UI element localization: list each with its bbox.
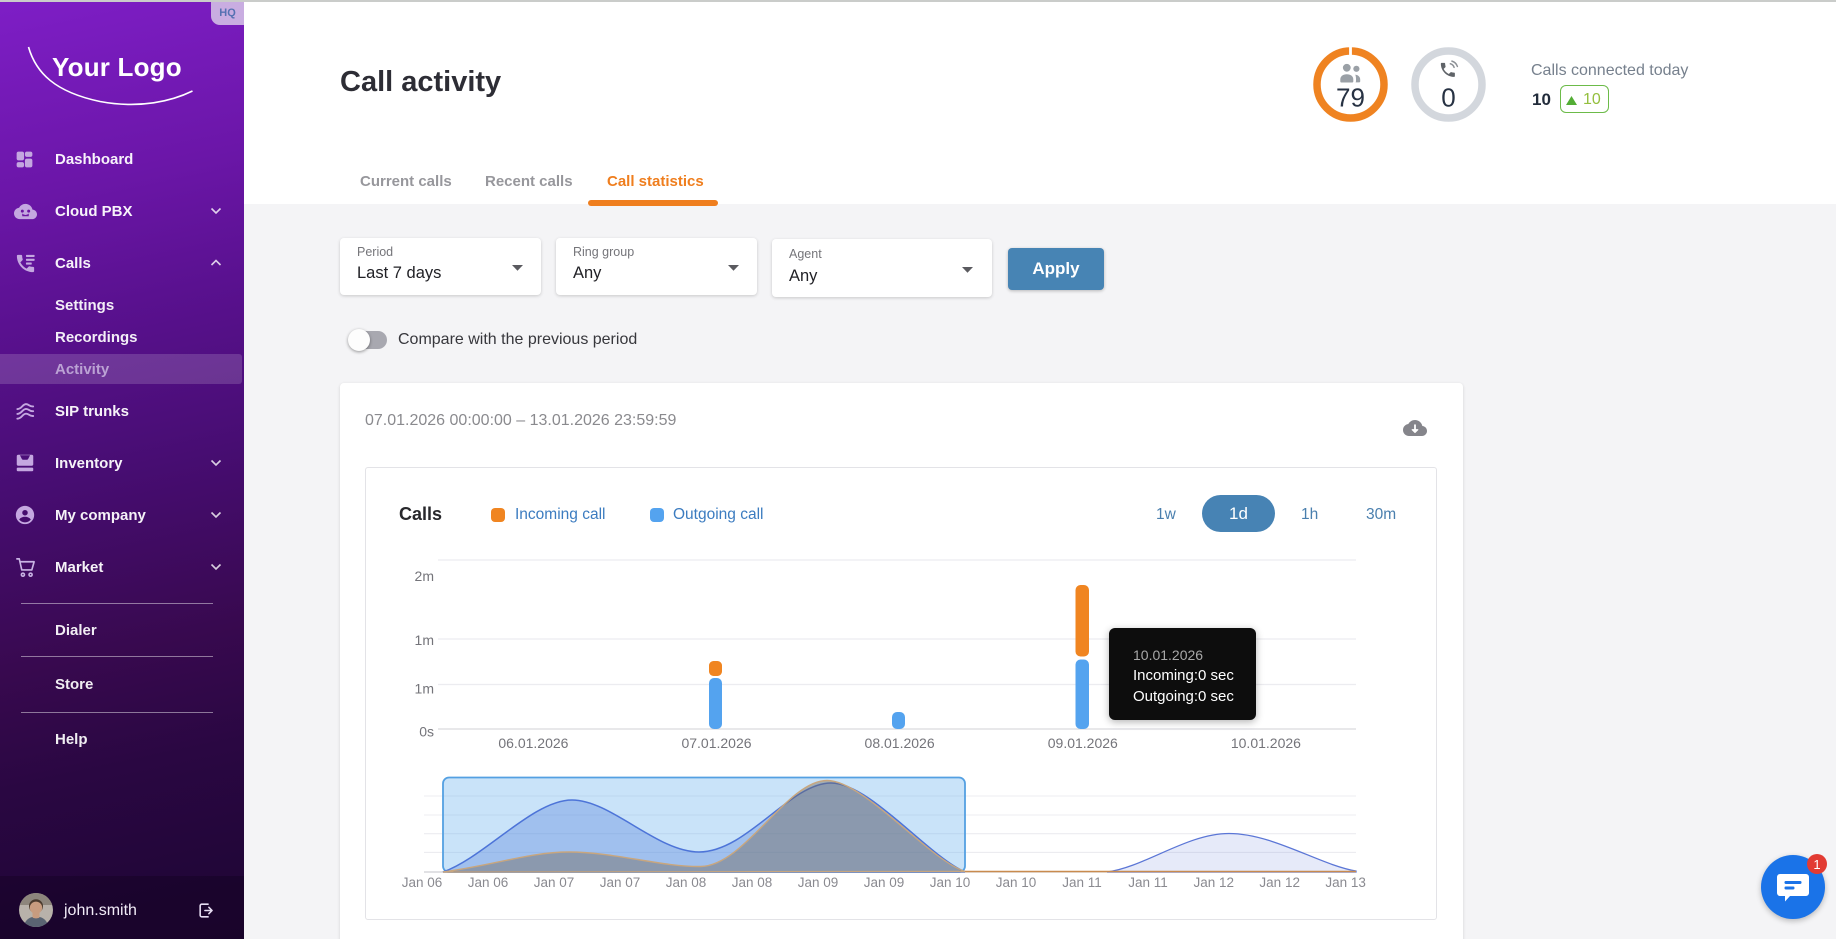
svg-text:1m: 1m <box>415 632 434 648</box>
svg-text:Jan 09: Jan 09 <box>798 875 839 890</box>
svg-text:08.01.2026: 08.01.2026 <box>865 735 935 751</box>
svg-text:Jan 13: Jan 13 <box>1325 875 1366 890</box>
svg-text:06.01.2026: 06.01.2026 <box>498 735 568 751</box>
svg-text:Jan 12: Jan 12 <box>1259 875 1300 890</box>
svg-text:1m: 1m <box>415 681 434 697</box>
svg-text:Jan 12: Jan 12 <box>1194 875 1235 890</box>
svg-text:0: 0 <box>1441 83 1455 113</box>
svg-text:Jan 11: Jan 11 <box>1128 875 1168 890</box>
svg-text:Jan 11: Jan 11 <box>1062 875 1102 890</box>
svg-text:0s: 0s <box>419 724 434 740</box>
svg-text:79: 79 <box>1336 83 1365 113</box>
svg-text:10.01.2026: 10.01.2026 <box>1231 735 1301 751</box>
svg-text:Jan 08: Jan 08 <box>732 875 773 890</box>
svg-text:Jan 07: Jan 07 <box>600 875 641 890</box>
svg-text:Jan 10: Jan 10 <box>996 875 1037 890</box>
svg-text:Jan 08: Jan 08 <box>666 875 707 890</box>
svg-text:Jan 06: Jan 06 <box>468 875 509 890</box>
svg-text:07.01.2026: 07.01.2026 <box>681 735 751 751</box>
svg-text:Jan 10: Jan 10 <box>930 875 971 890</box>
svg-text:09.01.2026: 09.01.2026 <box>1048 735 1118 751</box>
svg-text:Jan 09: Jan 09 <box>864 875 905 890</box>
svg-text:Jan 07: Jan 07 <box>534 875 575 890</box>
svg-text:2m: 2m <box>415 568 434 584</box>
svg-text:Jan 06: Jan 06 <box>402 875 443 890</box>
